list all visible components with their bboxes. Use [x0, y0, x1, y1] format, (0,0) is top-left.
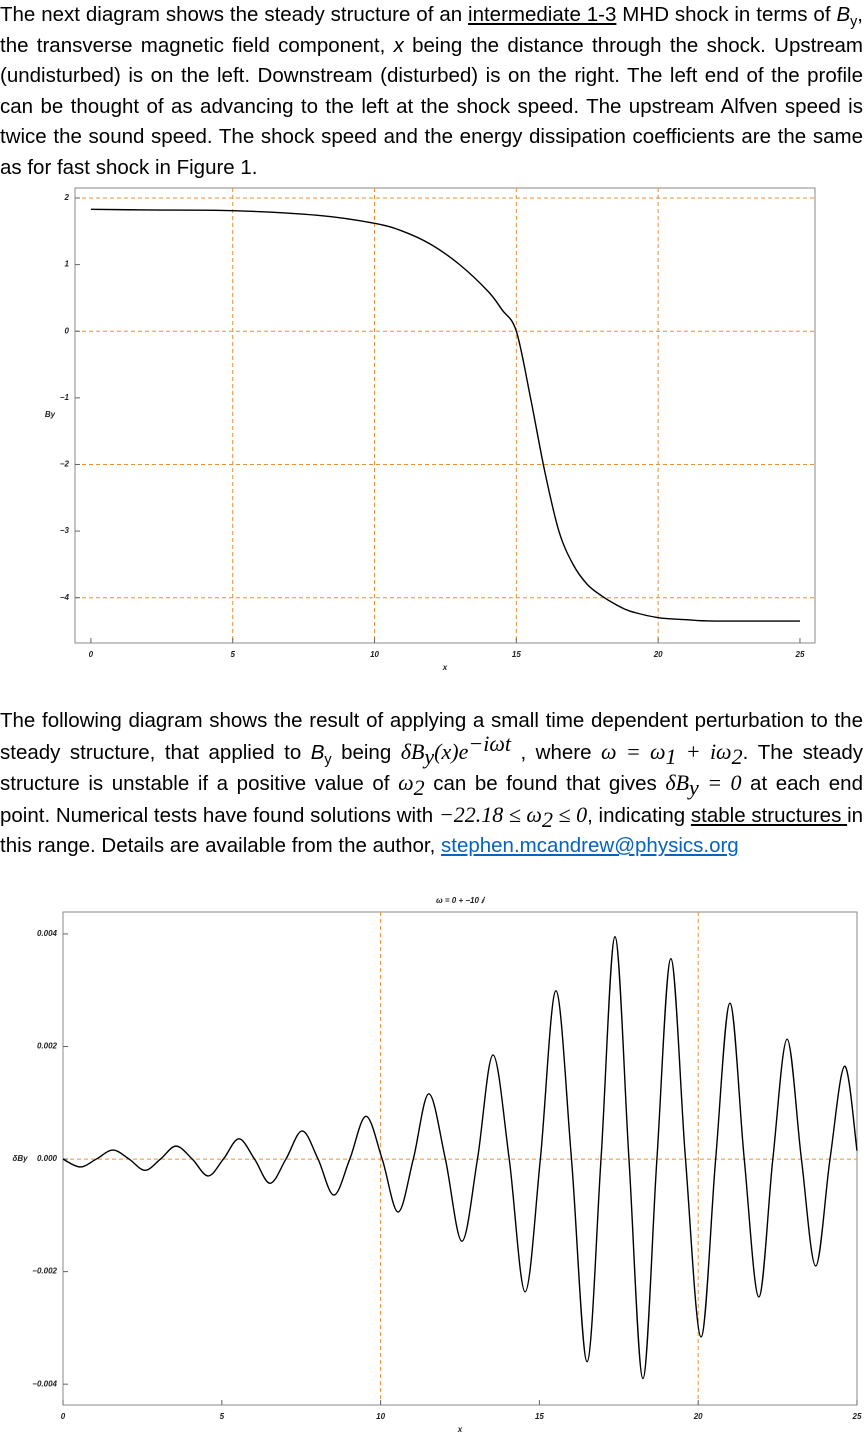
text: intermediate 1-3 [468, 3, 617, 26]
y-tick-label: −0.004 [32, 1379, 57, 1388]
math: y [424, 743, 435, 769]
math: ≤ 0 [552, 801, 588, 827]
math: 2 [731, 743, 743, 769]
x-tick-label: 10 [376, 1412, 385, 1421]
text: x [393, 33, 404, 57]
math: −iωt [468, 730, 511, 756]
text: , the transverse magnetic field componen… [0, 3, 863, 57]
paragraph: The next diagram shows the steady struct… [0, 0, 863, 183]
math: −22.18 ≤ ω [438, 801, 542, 827]
text: MHD shock in terms of [616, 3, 837, 26]
plot-frame [74, 187, 816, 644]
text: , indicating [587, 803, 691, 827]
text: y [324, 751, 332, 768]
y-tick-label: −2 [60, 460, 70, 469]
text: being [331, 740, 401, 764]
x-tick-label: 15 [512, 650, 521, 659]
math: δB [665, 770, 690, 795]
x-tick-label: 0 [61, 1412, 66, 1421]
x-tick-label: 20 [653, 650, 663, 659]
paragraph: The following diagram shows the result o… [0, 706, 863, 862]
math: (x)e [434, 738, 469, 764]
text: The next diagram shows the steady struct… [0, 3, 469, 26]
text: B [310, 740, 325, 764]
y-tick-label: 0 [65, 326, 70, 335]
text: can be found that gives [424, 772, 666, 795]
y-tick-label: 2 [64, 193, 70, 202]
text: y [850, 14, 858, 31]
math: δB [400, 738, 425, 764]
data-line [90, 208, 800, 622]
x-tick-label: 20 [693, 1412, 703, 1421]
text: in this range. Details are available fro… [0, 803, 864, 858]
y-tick-label: −4 [60, 593, 70, 602]
math: 2 [541, 806, 553, 832]
text: , where [510, 740, 601, 764]
x-tick-label: 25 [795, 650, 805, 659]
math: 1 [665, 743, 677, 769]
text: at each end point. Numerical tests have … [0, 772, 863, 827]
text: stable structures [690, 803, 848, 827]
y-tick-label: −1 [60, 393, 70, 402]
math: ω [398, 770, 414, 795]
chart: 0 5 10 15 20 25 −0.004 −0.002 0.000 0.002 0.004 ω =… [12, 896, 862, 1434]
text: B [836, 3, 851, 26]
x-tick-label: 10 [370, 650, 379, 659]
x-axis-label: x [457, 1425, 463, 1434]
math: + iω [676, 738, 732, 764]
email-link[interactable]: stephen.mcandrew@physics.org [441, 834, 739, 857]
math: = 0 [698, 770, 742, 795]
x-axis-label: x [442, 663, 448, 672]
y-tick-label: 1 [65, 260, 70, 269]
text: being the distance through the shock. Up… [0, 33, 864, 179]
chart-title: ω = 0 + −10 ⅈ [436, 896, 486, 905]
x-tick-label: 15 [535, 1412, 544, 1421]
x-tick-label: 25 [852, 1412, 862, 1421]
y-tick-label: −0.002 [32, 1267, 57, 1276]
math: y [689, 775, 699, 801]
data-line [62, 936, 858, 1380]
y-tick-label: 0.004 [37, 929, 58, 938]
math: 2 [413, 775, 425, 801]
y-tick-label: −3 [60, 526, 70, 535]
x-tick-label: 0 [89, 650, 94, 659]
y-axis-label: By [45, 410, 56, 419]
y-tick-label: 0.002 [37, 1042, 58, 1051]
chart: 0 5 10 15 20 25 −4 −3 −2 −1 0 1 2 x By [45, 187, 816, 672]
x-tick-label: 5 [220, 1412, 225, 1421]
plot-frame [62, 911, 858, 1406]
y-axis-label: δBy [12, 1154, 28, 1163]
x-tick-label: 5 [230, 650, 235, 659]
math: ω = ω [600, 738, 666, 764]
text: . The steady structure is unstable if a … [0, 740, 863, 796]
y-tick-label: 0.000 [37, 1154, 58, 1163]
text: The following diagram shows the result o… [0, 709, 863, 764]
